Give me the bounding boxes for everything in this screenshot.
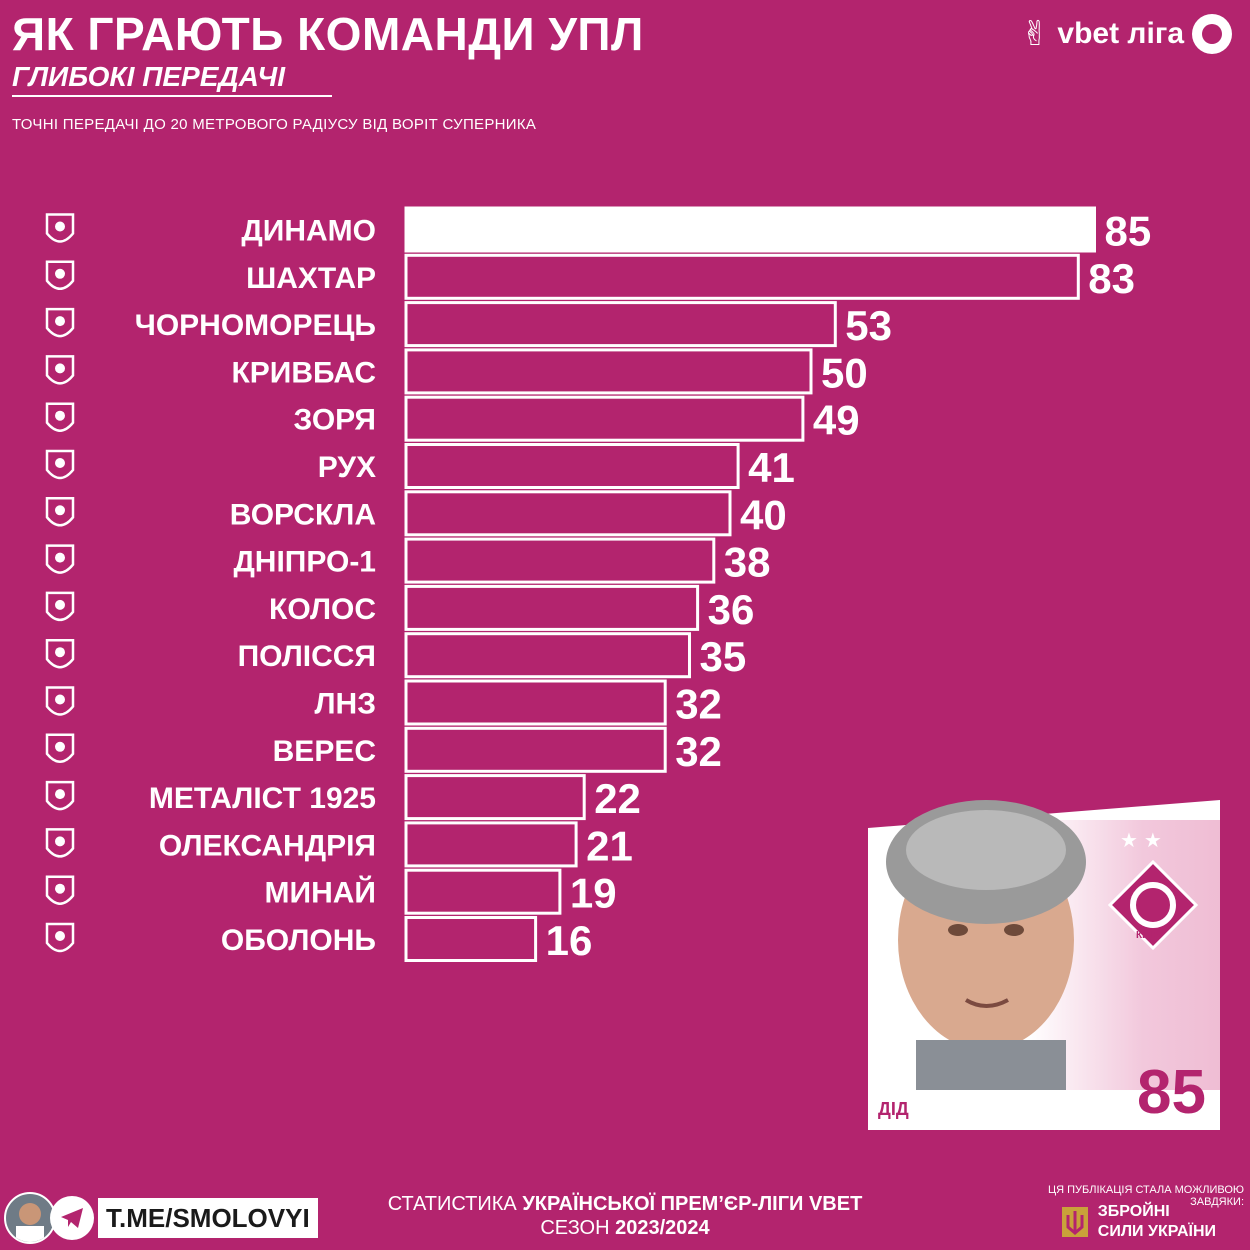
bar [404,348,813,395]
peace-hand-icon: ✌ [1020,15,1050,53]
club-crest-icon [45,638,75,669]
footer-season-prefix: СЕЗОН [540,1217,616,1239]
bar [404,206,1096,253]
club-crest-icon [45,260,75,291]
value-label: 53 [845,302,892,349]
bar [404,632,691,679]
trident-icon [1061,1207,1088,1237]
footer-season: 2023/2024 [615,1217,710,1239]
telegram-link[interactable]: T.ME/SMOLOVYI [98,1198,318,1238]
category-label: КРИВБАС [231,356,376,389]
crest-stars: ★★ [1120,830,1168,852]
club-crest-icon [45,497,75,527]
category-label: ШАХТАР [246,262,376,295]
category-label: КОЛОС [269,593,376,626]
coach-portrait [886,800,1086,1090]
league-logo: ✌ vbet ліга [1021,14,1232,54]
value-label: 40 [740,491,787,538]
club-crest-icon [45,828,75,858]
value-label: 83 [1088,255,1135,302]
bar [404,395,805,442]
value-label: 50 [821,349,868,396]
club-crest-icon [45,213,75,243]
category-label: МЕТАЛІСТ 1925 [149,782,376,815]
zsu-line-1: ЗБРОЙНІ [1097,1203,1170,1220]
value-label: 21 [586,822,633,869]
category-label: ОБОЛОНЬ [221,924,376,957]
club-crest-icon [1108,860,1198,950]
zsu-line-2: СИЛИ УКРАЇНИ [1097,1223,1216,1240]
crest-city-label: КИЇВ [1136,930,1160,941]
value-label: 16 [546,917,593,964]
bar-chart: ДИНАМО 85 ШАХТАР 83 ЧОРНОМОРЕЦЬ 53 КРИВБАС 50 ЗО… [45,206,1152,964]
category-label: ОЛЕКСАНДРІЯ [159,829,376,862]
armed-forces-logo: ЗБРОЙНІ СИЛИ УКРАЇНИ [1060,1202,1216,1242]
footer-stat-prefix: СТАТИСТИКА [387,1193,523,1215]
club-crest-icon [45,733,75,764]
club-crest-icon [45,922,75,953]
club-crest-icon [45,875,75,905]
category-label: ВОРСКЛА [230,498,376,531]
category-label: ДНІПРО-1 [233,546,376,579]
value-label: 36 [708,586,755,633]
bar [404,253,1080,300]
club-crest-icon [45,355,75,385]
bar [404,726,667,773]
club-crest-icon [45,591,75,622]
club-crest-icon [45,307,75,338]
bar [404,916,538,962]
value-label: 32 [675,728,722,775]
category-label: ЛНЗ [314,688,376,721]
club-crest-icon [45,686,75,716]
bar [404,584,700,631]
category-label: РУХ [318,451,376,484]
title-underline [12,95,332,97]
author-avatar [4,1192,56,1244]
value-label: 22 [594,775,641,822]
page-subtitle: ГЛИБОКІ ПЕРЕДАЧІ [12,61,286,92]
league-brand-text: vbet ліга [1057,17,1184,50]
club-crest-icon [45,544,75,574]
coach-card: ★★ КИЇВ ДІД 85 [868,780,1220,1130]
coach-nickname: ДІД [878,1099,909,1119]
bar [404,301,837,348]
bar [404,821,578,868]
chart-description: ТОЧНІ ПЕРЕДАЧІ ДО 20 МЕТРОВОГО РАДІУСУ В… [12,116,537,133]
value-label: 19 [570,870,617,917]
bar [404,868,562,915]
category-label: ЧОРНОМОРЕЦЬ [135,309,376,342]
bar [404,443,740,489]
club-crest-icon [45,449,75,480]
value-label: 49 [813,397,860,444]
value-label: 32 [675,681,722,728]
value-label: 85 [1105,208,1152,255]
avatar-face-icon [16,1203,44,1242]
bar [404,537,716,584]
coach-card-value: 85 [1137,1058,1206,1127]
club-crest-icon [45,780,75,811]
category-label: МИНАЙ [265,876,376,910]
category-label: ДИНАМО [241,215,376,248]
value-label: 38 [724,539,771,586]
page-title: ЯК ГРАЮТЬ КОМАНДИ УПЛ [12,8,644,60]
footer-stat-league: УКРАЇНСЬКОЇ ПРЕМ’ЄР-ЛІГИ VBET [522,1193,863,1215]
telegram-icon[interactable] [50,1196,94,1240]
club-crest-icon [45,402,75,432]
bar [404,490,732,537]
bar [404,774,586,821]
league-ball-icon [1192,14,1232,54]
value-label: 41 [748,444,795,491]
category-label: ВЕРЕС [273,735,376,768]
value-label: 35 [700,633,747,680]
category-label: ЗОРЯ [293,404,376,437]
footer-source: СТАТИСТИКА УКРАЇНСЬКОЇ ПРЕМ’ЄР-ЛІГИ VBET… [0,1192,1250,1240]
bar [404,679,667,726]
category-label: ПОЛІССЯ [238,640,376,673]
sponsor-caption: ЦЯ ПУБЛІКАЦІЯ СТАЛА МОЖЛИВОЮ ЗАВДЯКИ: [1048,1184,1244,1208]
